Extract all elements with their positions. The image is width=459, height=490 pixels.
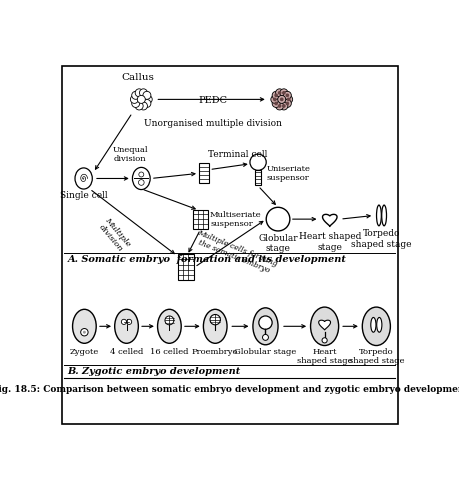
Circle shape xyxy=(272,99,280,107)
Circle shape xyxy=(143,99,151,107)
Circle shape xyxy=(165,316,174,325)
Bar xyxy=(193,210,207,229)
Ellipse shape xyxy=(310,307,338,345)
Circle shape xyxy=(274,101,277,105)
Circle shape xyxy=(139,172,144,177)
Circle shape xyxy=(262,335,268,341)
Text: Fig. 18.5: Comparison between somatic embryo development and zygotic embryo deve: Fig. 18.5: Comparison between somatic em… xyxy=(0,385,459,393)
Circle shape xyxy=(266,207,289,231)
Text: Globular stage: Globular stage xyxy=(234,348,296,356)
Text: Zygote: Zygote xyxy=(70,348,99,356)
Polygon shape xyxy=(318,320,330,330)
Ellipse shape xyxy=(203,309,227,343)
Circle shape xyxy=(131,91,140,99)
Circle shape xyxy=(279,102,287,110)
Circle shape xyxy=(210,315,220,325)
Circle shape xyxy=(279,98,283,101)
Text: Heart shaped
stage: Heart shaped stage xyxy=(298,232,360,252)
Text: Torpedo
shaped stage: Torpedo shaped stage xyxy=(348,348,403,365)
Circle shape xyxy=(139,102,147,110)
Circle shape xyxy=(83,331,86,334)
Bar xyxy=(255,171,260,185)
Ellipse shape xyxy=(132,168,150,190)
Text: Unorganised multiple division: Unorganised multiple division xyxy=(144,119,281,127)
Circle shape xyxy=(131,99,140,107)
Text: Multiple
division: Multiple division xyxy=(96,216,132,255)
Circle shape xyxy=(275,102,283,110)
Circle shape xyxy=(249,154,266,171)
Circle shape xyxy=(139,89,147,97)
Bar xyxy=(199,172,209,175)
Text: Heart
shaped stage: Heart shaped stage xyxy=(296,348,352,365)
Text: PEDC: PEDC xyxy=(198,97,227,105)
Circle shape xyxy=(277,96,285,103)
Text: Proembryo: Proembryo xyxy=(191,348,238,356)
Polygon shape xyxy=(322,214,336,226)
Bar xyxy=(199,163,209,183)
Ellipse shape xyxy=(381,205,386,226)
Circle shape xyxy=(126,319,131,324)
Bar xyxy=(199,179,209,183)
Circle shape xyxy=(258,316,272,329)
Circle shape xyxy=(274,94,277,97)
Circle shape xyxy=(138,180,144,185)
Text: 16 celled: 16 celled xyxy=(150,348,188,356)
Ellipse shape xyxy=(75,168,92,189)
Circle shape xyxy=(284,96,292,103)
Text: Unequal
division: Unequal division xyxy=(112,146,148,163)
Ellipse shape xyxy=(114,309,138,343)
Ellipse shape xyxy=(362,307,390,345)
Ellipse shape xyxy=(370,318,375,332)
Circle shape xyxy=(285,101,289,105)
Circle shape xyxy=(144,96,152,103)
Circle shape xyxy=(121,319,126,324)
Circle shape xyxy=(135,102,143,110)
Ellipse shape xyxy=(252,308,277,345)
Bar xyxy=(199,163,209,167)
Circle shape xyxy=(130,96,138,103)
Ellipse shape xyxy=(73,309,96,343)
Circle shape xyxy=(143,91,151,99)
Text: Multiseriate
suspensor: Multiseriate suspensor xyxy=(210,211,261,228)
Text: Multiple cells forming
the somatic embryo: Multiple cells forming the somatic embry… xyxy=(193,228,278,276)
Circle shape xyxy=(137,96,145,103)
Circle shape xyxy=(277,91,281,95)
Circle shape xyxy=(270,96,278,103)
Circle shape xyxy=(80,328,88,336)
Circle shape xyxy=(285,94,289,97)
Circle shape xyxy=(281,104,285,108)
Circle shape xyxy=(275,89,283,97)
Circle shape xyxy=(281,91,285,95)
Circle shape xyxy=(283,91,291,99)
Text: Callus: Callus xyxy=(121,73,154,82)
Circle shape xyxy=(272,98,276,101)
Text: B. Zygotic embryo development: B. Zygotic embryo development xyxy=(67,367,240,376)
Ellipse shape xyxy=(157,309,181,343)
Ellipse shape xyxy=(376,205,381,226)
Circle shape xyxy=(272,91,280,99)
Text: Torpedo
shaped stage: Torpedo shaped stage xyxy=(351,229,411,249)
Text: A. Somatic embryo  formation and its development: A. Somatic embryo formation and its deve… xyxy=(67,255,346,264)
Circle shape xyxy=(277,104,281,108)
Text: Terminal cell: Terminal cell xyxy=(207,149,267,159)
Text: Globular
stage: Globular stage xyxy=(257,234,297,253)
Circle shape xyxy=(283,99,291,107)
Circle shape xyxy=(321,338,326,343)
Circle shape xyxy=(279,89,287,97)
Circle shape xyxy=(286,98,290,101)
Ellipse shape xyxy=(376,318,381,332)
Text: Single cell: Single cell xyxy=(60,191,107,200)
Bar xyxy=(177,254,193,280)
Text: 4 celled: 4 celled xyxy=(110,348,143,356)
Text: Uniseriate
suspensor: Uniseriate suspensor xyxy=(266,165,310,182)
Circle shape xyxy=(135,89,143,97)
